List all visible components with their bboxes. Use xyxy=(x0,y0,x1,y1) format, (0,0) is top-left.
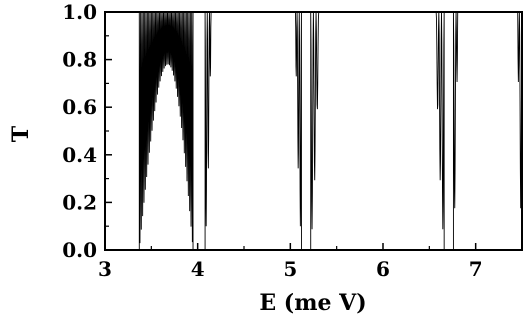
x-tick-label: 3 xyxy=(98,257,112,281)
x-tick-label: 4 xyxy=(191,257,205,281)
x-tick-label: 7 xyxy=(469,257,483,281)
y-tick-label: 1.0 xyxy=(62,0,97,24)
x-tick-label: 6 xyxy=(376,257,390,281)
y-tick-label: 0.6 xyxy=(62,95,97,119)
x-tick-label: 5 xyxy=(283,257,297,281)
transmission-curve xyxy=(105,12,522,250)
y-axis-title: T xyxy=(8,125,34,142)
y-tick-label: 0.8 xyxy=(62,48,97,72)
x-axis-title: E (me V) xyxy=(259,290,366,316)
y-tick-label: 0.4 xyxy=(62,143,97,167)
y-tick-label: 0.2 xyxy=(62,190,97,214)
y-tick-label: 0.0 xyxy=(62,238,97,262)
y-axis: 0.0 0.2 0.4 0.6 0.8 1.0 xyxy=(62,0,112,262)
x-axis: 3 4 5 6 7 xyxy=(98,243,483,281)
